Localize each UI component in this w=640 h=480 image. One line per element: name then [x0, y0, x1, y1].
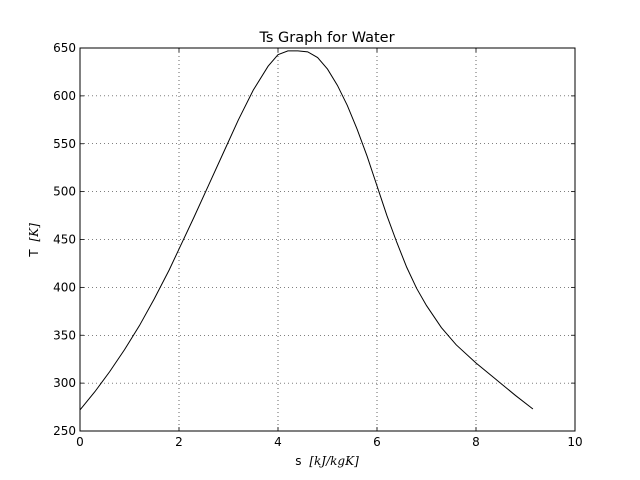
y-tick-label: 300: [53, 376, 76, 390]
x-axis-label-unit: [kJ/kgK]: [309, 454, 359, 468]
y-axis-label: T [K]: [27, 223, 41, 258]
x-tick-label: 8: [472, 435, 480, 449]
y-tick-label: 550: [53, 137, 76, 151]
y-axis-label-unit: [K]: [27, 223, 41, 242]
chart-title: Ts Graph for Water: [258, 30, 394, 46]
x-axis-label-text: s: [295, 454, 301, 468]
y-tick-label: 650: [53, 41, 76, 55]
saturation-dome-line: [79, 50, 534, 411]
x-tick-label: 4: [274, 435, 282, 449]
grid: [80, 48, 575, 431]
x-tick-label: 6: [373, 435, 381, 449]
y-tick-label: 600: [53, 89, 76, 103]
y-tick-label: 250: [53, 424, 76, 438]
y-tick-label: 450: [53, 233, 76, 247]
y-tick-label: 400: [53, 280, 76, 294]
x-tick-label: 10: [567, 435, 582, 449]
y-tick-label: 500: [53, 185, 76, 199]
x-tick-label: 0: [76, 435, 84, 449]
y-axis-label-text: T: [27, 249, 41, 258]
x-tick-label: 2: [175, 435, 183, 449]
y-tick-label: 350: [53, 328, 76, 342]
x-axis-label: s [kJ/kgK]: [295, 454, 359, 468]
axis-ticks: 0 2 4 6 8 10 250 300 350 400 450 500 550 600 650: [53, 41, 583, 449]
series-layer: [79, 50, 534, 411]
